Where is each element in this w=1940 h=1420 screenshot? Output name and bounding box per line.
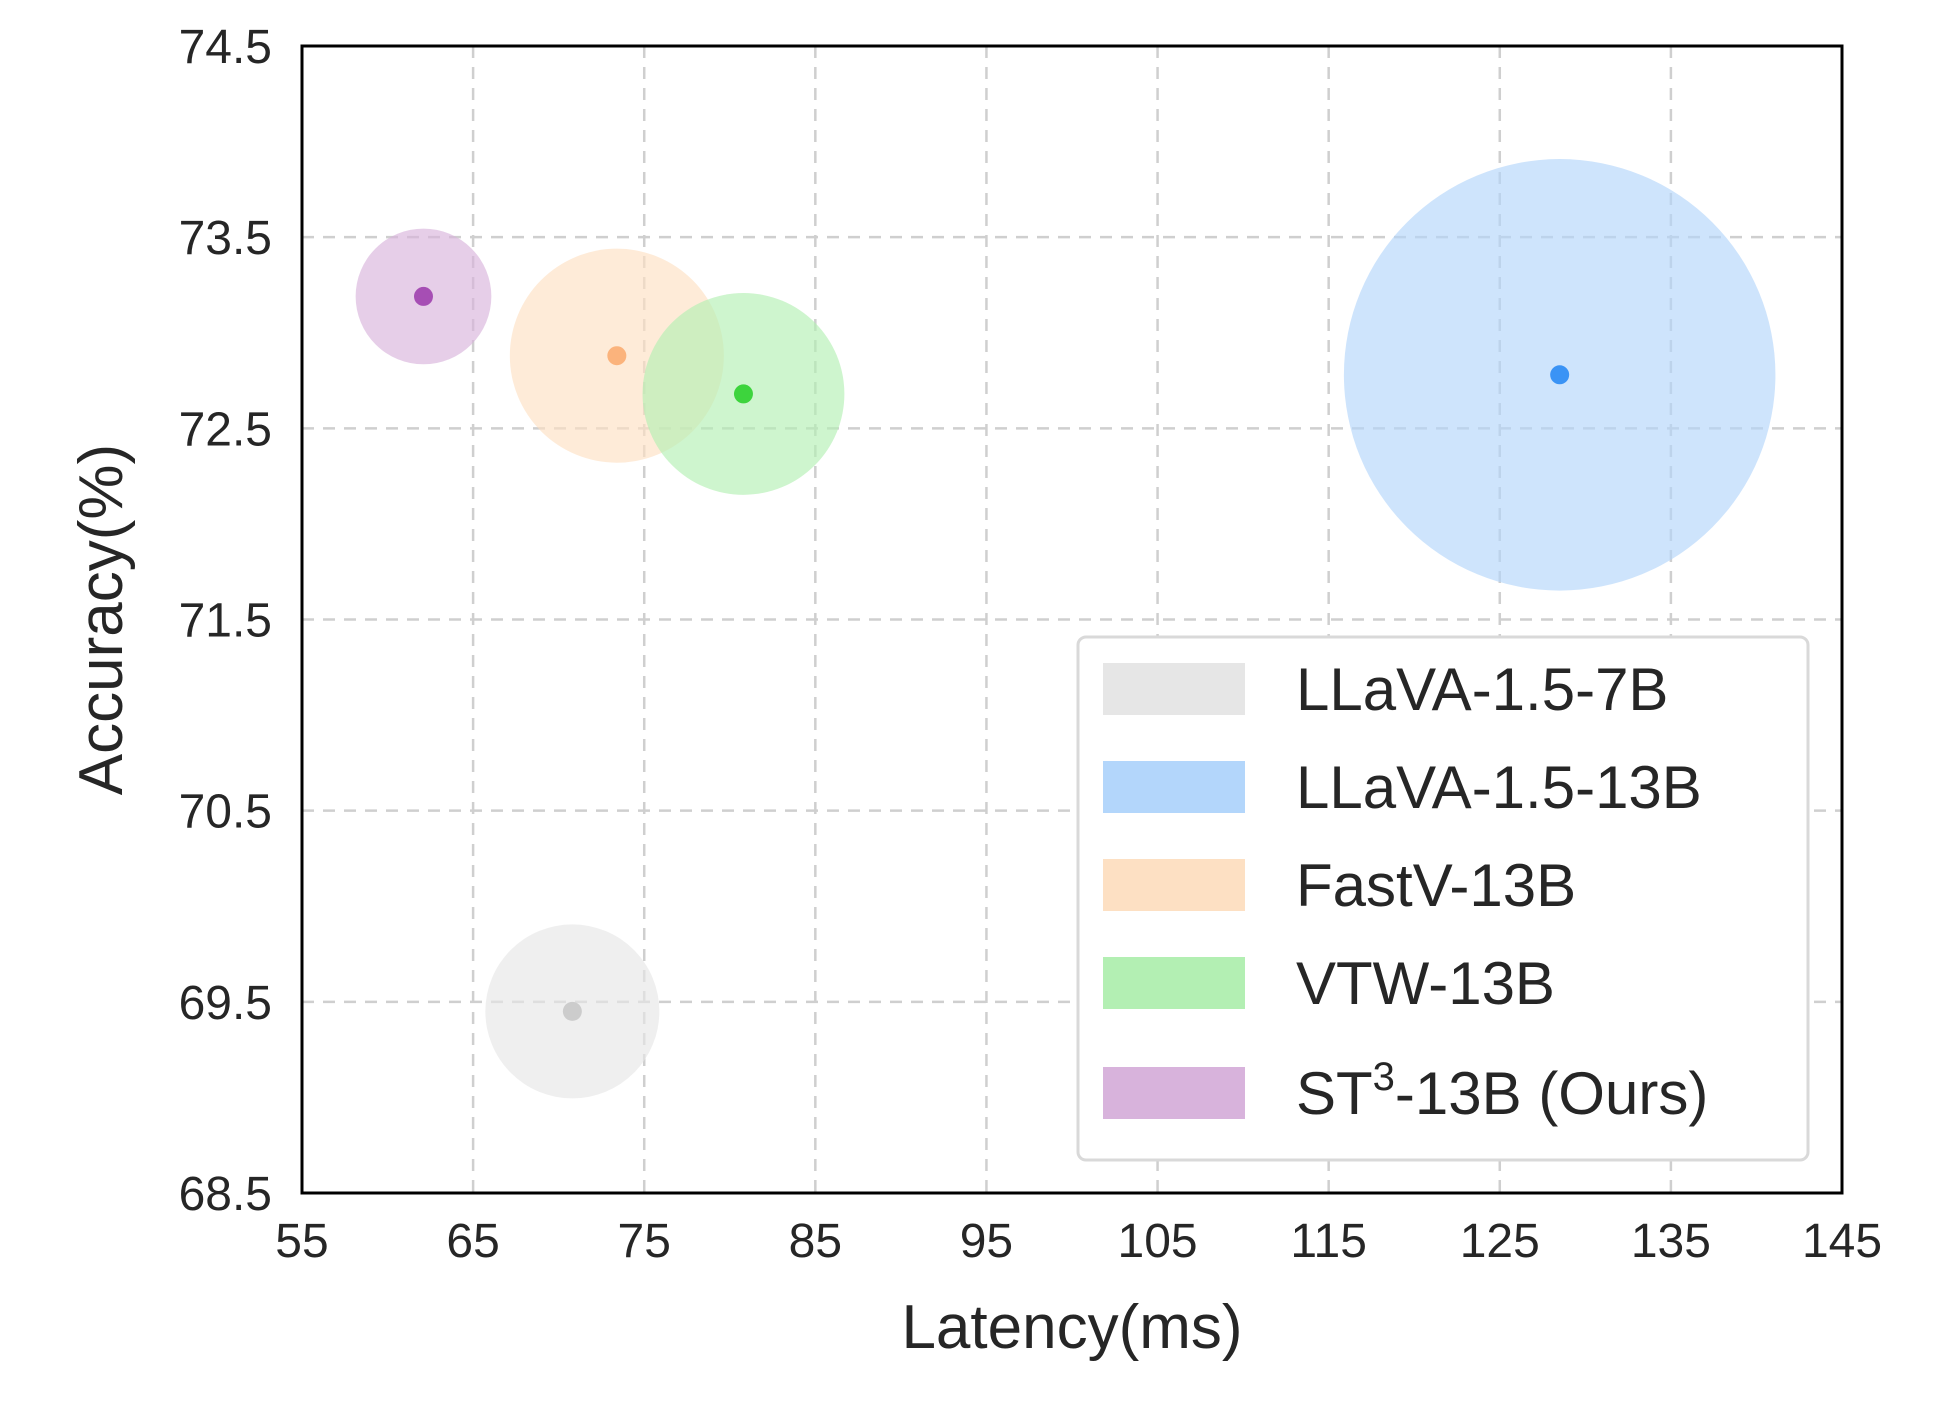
legend-label-text: ST — [1296, 1060, 1373, 1127]
legend-item: ST3-13B (Ours) — [1103, 1055, 1708, 1127]
legend-label: LLaVA-1.5-13B — [1296, 754, 1702, 821]
x-tick-label: 55 — [275, 1215, 328, 1268]
bubble-center-point — [413, 286, 433, 306]
bubble-center-point — [733, 384, 753, 404]
legend-box — [1076, 635, 1810, 1162]
legend: LLaVA-1.5-7B LLaVA-1.5-13B FastV-13B VTW-13… — [1076, 635, 1810, 1162]
x-tick-label: 135 — [1631, 1215, 1711, 1268]
y-tick-label: 69.5 — [179, 977, 272, 1030]
legend-items: LLaVA-1.5-7B LLaVA-1.5-13B FastV-13B VTW-13… — [1103, 656, 1708, 1127]
legend-item: FastV-13B — [1103, 852, 1576, 919]
bubble-center-point — [562, 1001, 582, 1021]
x-tick-label: 105 — [1118, 1215, 1198, 1268]
x-tick-label: 65 — [446, 1215, 499, 1268]
legend-label-superscript: 3 — [1373, 1055, 1395, 1099]
y-tick-label: 74.5 — [179, 21, 272, 74]
bubble-center-point — [607, 346, 627, 366]
x-tick-label: 115 — [1290, 1215, 1367, 1268]
legend-label-suffix: -13B (Ours) — [1395, 1060, 1708, 1127]
x-tick-label: 95 — [960, 1215, 1013, 1268]
legend-label-text: LLaVA-1.5-7B — [1296, 656, 1668, 723]
bubble-center-point — [1550, 365, 1570, 385]
legend-item: VTW-13B — [1103, 950, 1555, 1017]
legend-swatch — [1103, 761, 1245, 813]
y-tick-label: 68.5 — [179, 1168, 272, 1221]
x-tick-labels: 55 65 75 85 95 105 115 125 135 145 — [275, 1215, 1882, 1268]
legend-label-text: VTW-13B — [1296, 950, 1555, 1017]
y-tick-label: 70.5 — [179, 786, 272, 839]
legend-label: ST3-13B (Ours) — [1296, 1055, 1708, 1127]
legend-label: FastV-13B — [1296, 852, 1576, 919]
bubble-centers — [413, 286, 1570, 1021]
legend-swatch — [1103, 663, 1245, 715]
x-tick-label: 85 — [789, 1215, 842, 1268]
legend-item: LLaVA-1.5-13B — [1103, 754, 1702, 821]
y-tick-label: 73.5 — [179, 212, 272, 265]
legend-item: LLaVA-1.5-7B — [1103, 656, 1668, 723]
x-axis-title: Latency(ms) — [901, 1293, 1242, 1362]
y-tick-labels: 68.5 69.5 70.5 71.5 72.5 73.5 74.5 — [179, 21, 272, 1221]
legend-label-text: FastV-13B — [1296, 852, 1576, 919]
y-axis-title: Accuracy(%) — [67, 444, 136, 795]
x-tick-label: 145 — [1802, 1215, 1882, 1268]
x-tick-label: 125 — [1460, 1215, 1540, 1268]
y-tick-label: 71.5 — [179, 595, 272, 648]
legend-swatch — [1103, 957, 1245, 1009]
legend-label: VTW-13B — [1296, 950, 1555, 1017]
legend-label-text: LLaVA-1.5-13B — [1296, 754, 1702, 821]
plot-frame — [300, 44, 1844, 1195]
x-tick-label: 75 — [618, 1215, 671, 1268]
y-tick-label: 72.5 — [179, 403, 272, 456]
legend-swatch — [1103, 1067, 1245, 1119]
legend-swatch — [1103, 859, 1245, 911]
legend-label: LLaVA-1.5-7B — [1296, 656, 1668, 723]
